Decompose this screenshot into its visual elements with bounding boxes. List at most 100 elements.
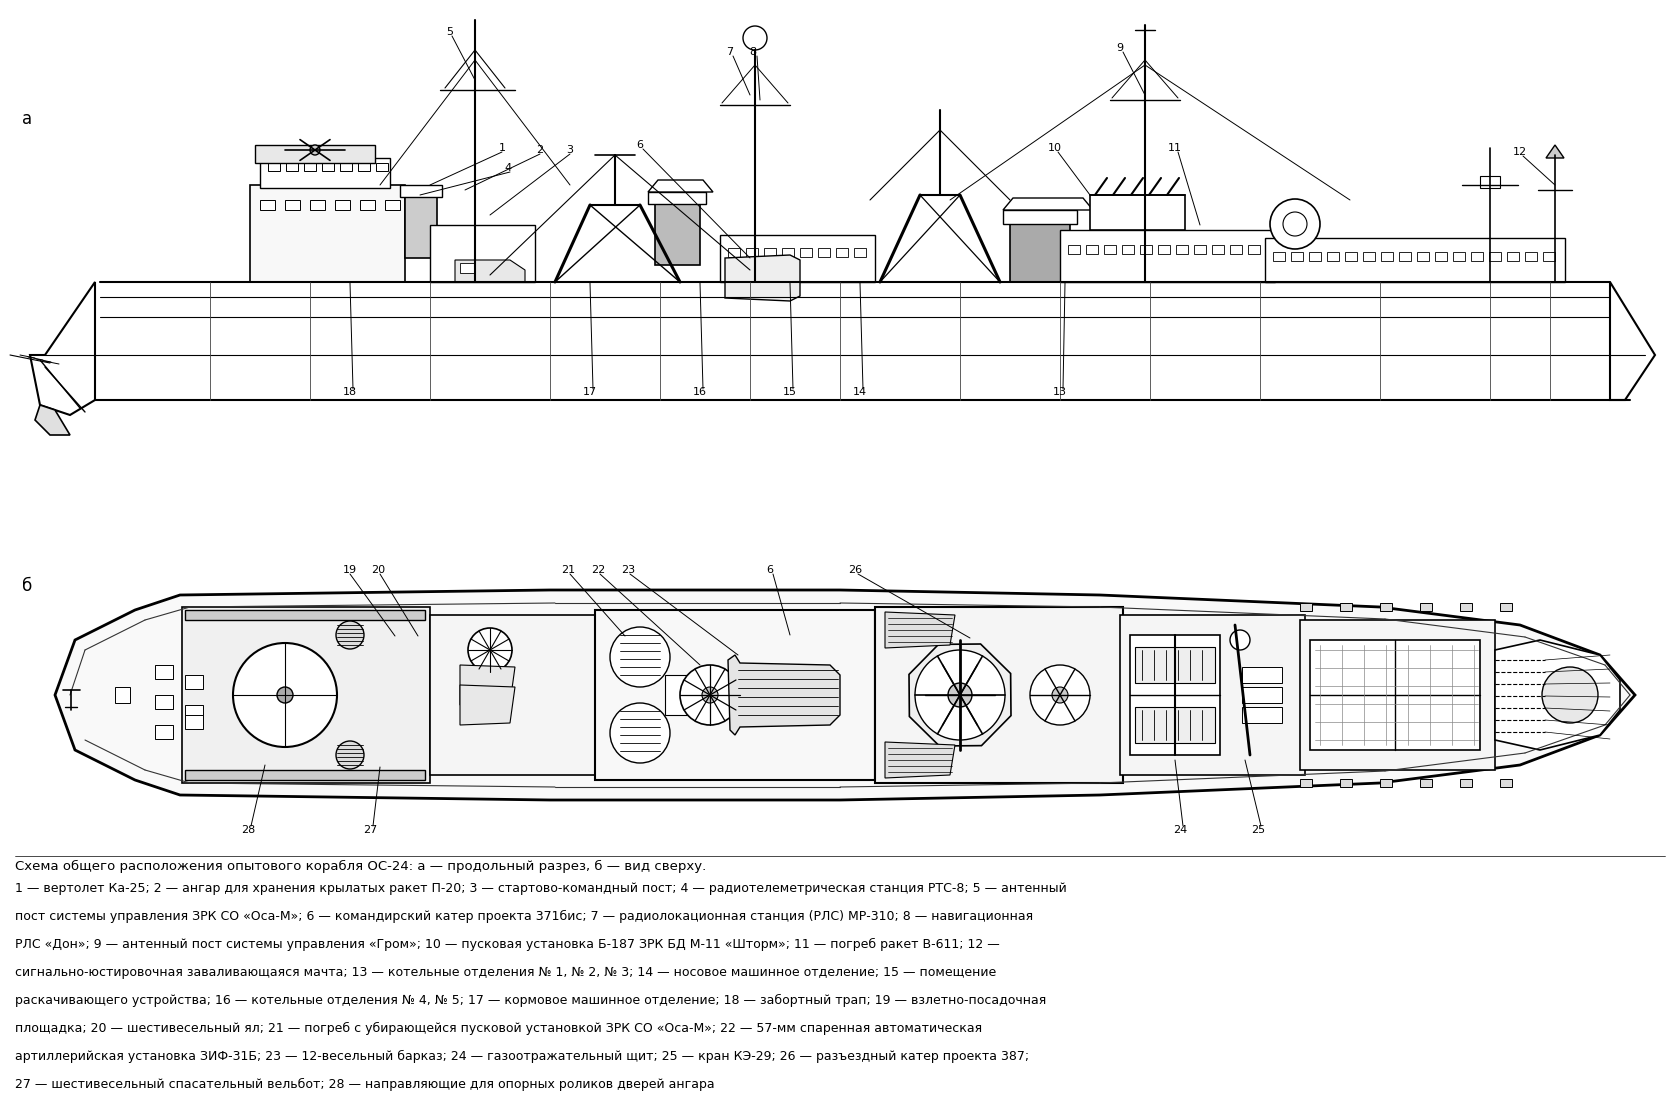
Bar [155,665,173,679]
Bar [181,607,430,783]
Polygon shape [726,281,800,300]
Text: 1 — вертолет Ка-25; 2 — ангар для хранения крылатых ракет П-20; 3 — стартово-ком: 1 — вертолет Ка-25; 2 — ангар для хранен… [15,882,1067,895]
Circle shape [1284,212,1307,236]
Bar [405,193,437,258]
Text: пост системы управления ЗРК СО «Оса-М»; 6 — командирский катер проекта 371бис; 7: пост системы управления ЗРК СО «Оса-М»; … [15,910,1033,923]
Bar [311,200,324,210]
Bar [1420,779,1431,787]
Bar [334,200,349,210]
Polygon shape [648,180,712,192]
Bar [665,675,687,715]
Bar [1362,252,1374,261]
Bar [1420,603,1431,611]
Text: 27: 27 [363,825,376,836]
Bar [323,163,334,171]
Text: сигнально-юстировочная заваливающаяся мачта; 13 — котельные отделения № 1, № 2, : сигнально-юстировочная заваливающаяся ма… [15,966,996,978]
Bar [1480,176,1500,188]
Bar [1507,252,1519,261]
Polygon shape [1495,640,1620,750]
Circle shape [610,703,670,763]
Bar [1341,779,1352,787]
Text: 16: 16 [694,386,707,397]
Polygon shape [460,665,516,705]
Bar [1309,252,1320,261]
Bar [1194,245,1206,254]
Text: Схема общего расположения опытового корабля ОС-24: а — продольный разрез, б — ви: Схема общего расположения опытового кора… [15,860,706,873]
Circle shape [336,621,365,649]
Polygon shape [726,255,800,281]
Bar [304,163,316,171]
Text: 18: 18 [343,386,358,397]
Bar [1273,252,1285,261]
Text: б: б [22,577,32,595]
Circle shape [743,26,768,50]
Bar [260,157,390,188]
Bar [255,145,375,163]
Bar [1379,603,1393,611]
Circle shape [311,145,319,155]
Text: 9: 9 [1117,42,1124,52]
Bar [1300,620,1495,770]
Bar [1176,245,1188,254]
Bar [1085,245,1099,254]
Circle shape [680,665,739,725]
Text: раскачивающего устройства; 16 — котельные отделения № 4, № 5; 17 — кормовое маши: раскачивающего устройства; 16 — котельны… [15,994,1047,1008]
Text: 8: 8 [749,47,756,57]
Bar [430,225,534,281]
Bar [1500,603,1512,611]
Circle shape [948,682,973,707]
Bar [385,200,400,210]
Bar [655,200,701,265]
Text: 27 — шестивесельный спасательный вельбот; 28 — направляющие для опорных роликов : 27 — шестивесельный спасательный вельбот… [15,1078,714,1091]
Text: 28: 28 [240,825,255,836]
Text: 6: 6 [637,140,643,150]
Text: 4: 4 [504,163,512,173]
Text: 22: 22 [591,565,605,575]
Bar [360,200,375,210]
Bar [460,262,475,273]
Bar [1230,245,1242,254]
Text: 23: 23 [622,565,635,575]
Bar [1242,687,1282,703]
Bar [185,715,203,729]
Circle shape [702,687,717,703]
Circle shape [277,687,292,703]
Bar [1211,245,1225,254]
Circle shape [1542,667,1598,723]
Polygon shape [455,260,526,281]
Bar [185,705,203,719]
Bar [1267,245,1278,254]
Circle shape [1230,630,1250,650]
Bar [1472,252,1483,261]
Bar [1525,252,1537,261]
Text: а: а [22,109,32,128]
Bar [1068,245,1080,254]
Bar [1379,779,1393,787]
Circle shape [610,627,670,687]
Polygon shape [55,590,1635,800]
Text: 14: 14 [853,386,867,397]
Bar [269,163,281,171]
Bar [1136,707,1215,743]
Text: 12: 12 [1514,147,1527,157]
Bar [1242,667,1282,682]
Text: 3: 3 [566,145,573,155]
Circle shape [1270,199,1320,249]
Bar [1060,230,1275,281]
Polygon shape [35,405,71,435]
Bar [286,163,297,171]
Text: 21: 21 [561,565,575,575]
Bar [1248,245,1260,254]
Bar [746,248,758,257]
Bar [1310,640,1480,750]
Text: 25: 25 [1252,825,1265,836]
Bar [764,248,776,257]
Polygon shape [885,612,954,648]
Bar [185,610,425,620]
Bar [1500,779,1512,787]
Polygon shape [30,281,96,416]
Bar [114,687,129,703]
Bar [1416,252,1430,261]
Circle shape [469,628,512,672]
Bar [853,248,865,257]
